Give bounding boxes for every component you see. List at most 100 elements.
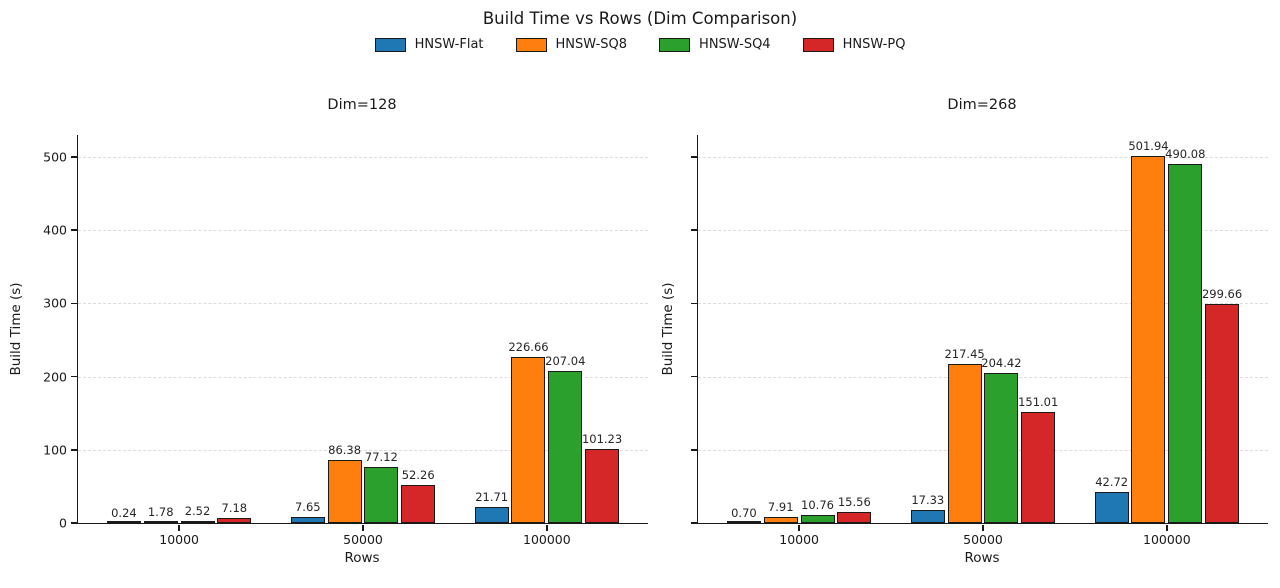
x-tick-label: 10000	[159, 532, 200, 547]
y-tick-mark	[70, 375, 77, 378]
legend-item-hnsw-sq8: HNSW-SQ8	[515, 37, 628, 52]
bar-value-label: 217.45	[944, 346, 985, 361]
x-tick-label: 100000	[523, 532, 571, 547]
y-tick-label: 300	[43, 295, 67, 311]
legend-item-hnsw-flat: HNSW-Flat	[374, 37, 484, 52]
bar-hnsw-sq4-100000	[548, 371, 583, 523]
bar-hnsw-sq4-50000	[984, 373, 1019, 523]
y-tick-mark	[70, 522, 77, 524]
bar-hnsw-sq8-50000	[947, 363, 982, 523]
bar-value-label: 101.23	[581, 431, 623, 446]
legend-swatch-hnsw-sq8	[515, 37, 547, 52]
y-gridline	[698, 303, 1268, 305]
subplot-title-dim-128: Dim=128	[327, 97, 397, 113]
bar-value-label: 7.18	[221, 500, 248, 515]
bar-value-label: 207.04	[545, 354, 586, 369]
bar-value-label: 77.12	[364, 449, 398, 464]
bar-hnsw-flat-10000	[106, 521, 141, 523]
y-tick-label: 500	[43, 149, 67, 165]
bar-hnsw-flat-10000	[726, 521, 761, 523]
y-gridline	[78, 303, 648, 305]
x-tick-mark	[546, 524, 548, 531]
bar-hnsw-flat-100000	[1094, 491, 1129, 523]
bar-hnsw-sq4-10000	[180, 521, 215, 523]
y-gridline	[698, 230, 1268, 232]
bar-value-label: 2.52	[184, 504, 211, 519]
x-tick-mark	[362, 524, 364, 531]
chart-title: Build Time vs Rows (Dim Comparison)	[482, 9, 798, 28]
y-tick-mark	[690, 449, 697, 451]
y-gridline	[78, 376, 648, 378]
y-tick-label: 200	[43, 369, 67, 385]
legend-item-hnsw-sq4: HNSW-SQ4	[659, 37, 771, 52]
bar-value-label: 0.70	[731, 505, 757, 520]
bar-hnsw-flat-100000	[474, 507, 509, 523]
y-tick-mark	[70, 302, 77, 305]
y-gridline	[78, 156, 648, 158]
bar-hnsw-sq8-10000	[143, 521, 178, 523]
y-gridline	[698, 156, 1268, 158]
bar-value-label: 299.66	[1201, 286, 1243, 301]
bar-hnsw-sq8-100000	[511, 357, 546, 523]
y-tick-mark	[690, 302, 697, 305]
bar-value-label: 151.01	[1018, 395, 1059, 410]
bar-hnsw-flat-50000	[910, 510, 945, 523]
bar-value-label: 15.56	[837, 494, 871, 509]
y-gridline	[78, 449, 648, 451]
bar-value-label: 1.78	[147, 504, 174, 519]
legend-swatch-hnsw-pq	[802, 37, 834, 52]
legend: HNSW-Flat HNSW-SQ8 HNSW-SQ4 HNSW-PQ	[0, 37, 1280, 52]
bar-hnsw-sq4-50000	[364, 466, 399, 523]
legend-label-hnsw-flat: HNSW-Flat	[414, 37, 484, 52]
y-tick-mark	[70, 156, 77, 158]
legend-label-hnsw-sq8: HNSW-SQ8	[555, 37, 628, 52]
legend-item-hnsw-pq: HNSW-PQ	[802, 37, 906, 52]
bar-value-label: 10.76	[801, 498, 834, 513]
bar-value-label: 226.66	[508, 340, 549, 355]
subplot-title-dim-268: Dim=268	[947, 97, 1017, 113]
bar-hnsw-pq-10000	[837, 511, 872, 523]
x-tick-label: 100000	[1143, 532, 1191, 547]
y-axis-label: Build Time (s)	[8, 282, 24, 376]
bar-value-label: 0.24	[111, 505, 137, 520]
x-tick-mark	[798, 524, 800, 531]
bar-hnsw-pq-100000	[585, 448, 620, 523]
bar-value-label: 17.33	[911, 493, 945, 508]
y-tick-label: 0	[59, 515, 67, 531]
x-axis-label: Rows	[964, 550, 1000, 566]
y-tick-mark	[70, 449, 77, 451]
y-tick-mark	[690, 522, 697, 524]
bar-value-label: 490.08	[1165, 147, 1206, 162]
bar-hnsw-pq-10000	[217, 517, 252, 523]
bar-hnsw-sq4-10000	[800, 515, 835, 523]
bar-hnsw-sq8-10000	[763, 517, 798, 523]
bar-value-label: 86.38	[328, 442, 362, 457]
y-gridline	[698, 376, 1268, 378]
y-tick-mark	[690, 156, 697, 158]
bar-hnsw-sq4-100000	[1168, 164, 1203, 523]
y-tick-mark	[70, 229, 77, 231]
bar-value-label: 7.65	[294, 500, 321, 515]
x-tick-label: 50000	[963, 532, 1003, 547]
legend-label-hnsw-sq4: HNSW-SQ4	[699, 37, 771, 52]
plot-area: 0 100 200 300 400 500 10000 50000 100000 0.24 7.65…	[43, 135, 648, 547]
bar-value-label: 501.94	[1128, 138, 1169, 153]
x-tick-mark	[178, 524, 180, 531]
y-tick-label: 400	[43, 222, 67, 238]
x-tick-mark	[1166, 524, 1168, 531]
legend-label-hnsw-pq: HNSW-PQ	[842, 37, 906, 52]
y-axis-label: Build Time (s)	[660, 282, 676, 376]
bar-value-label: 52.26	[401, 467, 435, 482]
x-tick-mark	[982, 524, 984, 531]
bar-hnsw-flat-50000	[290, 517, 325, 523]
bar-value-label: 21.71	[475, 490, 509, 505]
legend-swatch-hnsw-sq4	[659, 37, 691, 52]
bar-hnsw-pq-100000	[1205, 303, 1240, 523]
plot-area: 10000 50000 100000 0.70 17.33 42.72 7.91 217.45…	[690, 135, 1268, 547]
y-tick-label: 100	[43, 442, 67, 458]
x-axis-label: Rows	[344, 550, 380, 566]
bar-value-label: 42.72	[1095, 474, 1129, 489]
y-gridline	[698, 449, 1268, 451]
bar-value-label: 7.91	[767, 500, 794, 515]
